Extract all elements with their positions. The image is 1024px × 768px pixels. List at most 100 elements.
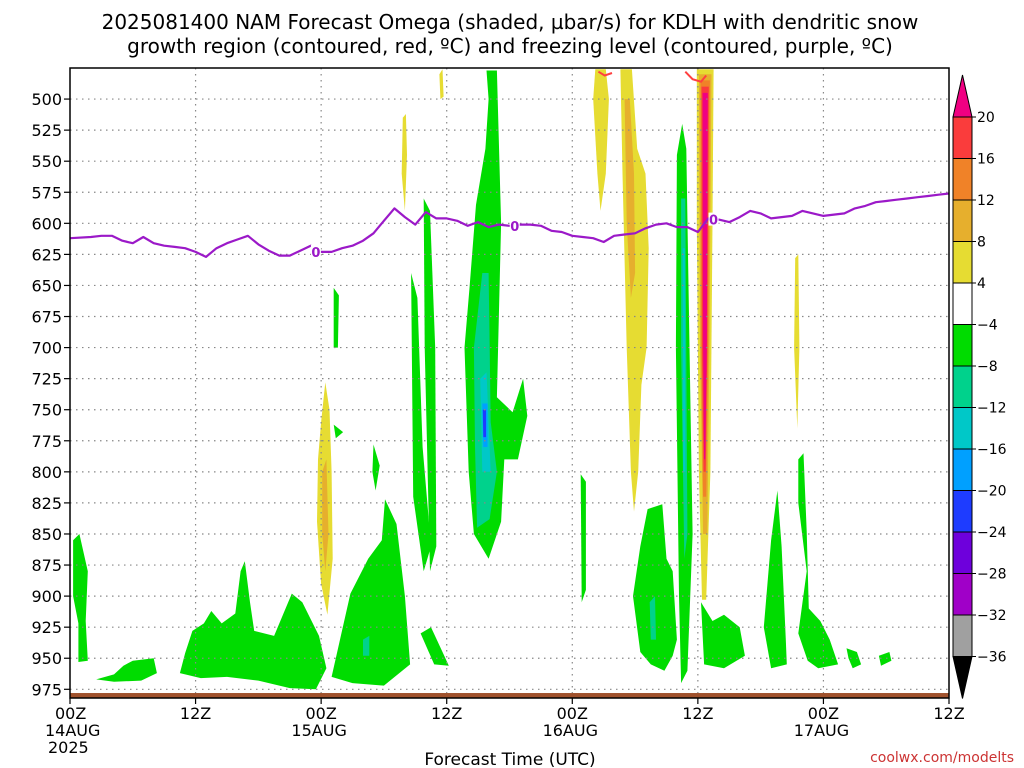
colorbar-box-6 — [952, 365, 973, 408]
credit-text: coolwx.com/modelts — [870, 750, 1014, 766]
x-tick-label-1: 12Z — [180, 704, 211, 723]
omega-region-5 — [333, 287, 339, 348]
y-axis: 500 525 550 575 600 625 650 675 700 725 750 775 800 8… — [31, 90, 70, 699]
colorbar-box-1 — [952, 158, 973, 201]
omega-region-15 — [423, 198, 437, 572]
omega-region-7 — [372, 444, 380, 491]
freezing-label-bg-2 — [708, 212, 719, 226]
y-tick-label-575: 575 — [31, 183, 62, 202]
omega-region-4 — [363, 635, 370, 656]
colorbar-label-7: −12 — [977, 401, 1007, 417]
colorbar-label-11: −28 — [977, 567, 1007, 583]
x-tick-label-2: 00Z — [305, 704, 336, 723]
omega-region-30 — [322, 459, 329, 572]
omega-region-33 — [624, 99, 636, 298]
omega-region-18 — [649, 596, 656, 640]
ground-band — [70, 693, 949, 698]
colorbar-box-5 — [952, 324, 973, 367]
omega-region-10 — [464, 70, 528, 559]
title-line-1: 2025081400 NAM Forecast Omega (shaded, µ… — [102, 10, 919, 34]
y-tick-label-950: 950 — [31, 649, 62, 668]
omega-region-21 — [682, 248, 686, 472]
y-tick-label-675: 675 — [31, 308, 62, 327]
freezing-level-label-2: 0 — [709, 214, 718, 229]
title-line-2: growth region (contoured, red, ºC) and f… — [127, 34, 893, 58]
x-tick-label-0: 00Z — [55, 704, 86, 723]
y-tick-label-800: 800 — [31, 463, 62, 482]
colorbar-box-9 — [952, 490, 973, 533]
y-tick-label-700: 700 — [31, 339, 62, 358]
x-tick-label-3: 12Z — [431, 704, 462, 723]
omega-region-23 — [763, 490, 787, 669]
freezing-label-bg-1 — [509, 218, 520, 232]
omega-region-25 — [846, 648, 862, 669]
colorbar-label-13: −36 — [977, 650, 1007, 666]
dendritic-contour-0 — [597, 70, 613, 77]
omega-region-16 — [580, 474, 586, 603]
ground-surface — [70, 693, 949, 698]
y-tick-label-875: 875 — [31, 556, 62, 575]
x-tick-date-2: 15AUG — [291, 721, 346, 740]
y-tick-label-750: 750 — [31, 401, 62, 420]
y-tick-label-775: 775 — [31, 432, 62, 451]
colorbar-box-10 — [952, 531, 973, 574]
omega-region-0 — [73, 534, 88, 662]
grid-lines — [70, 68, 949, 698]
dendritic-contour-1 — [684, 71, 707, 83]
x-tick-date-6: 17AUG — [794, 721, 849, 740]
colorbar-top-triangle — [952, 74, 973, 118]
x-tick-year-0: 2025 — [48, 738, 89, 757]
omega-region-9 — [420, 627, 449, 666]
omega-region-22 — [701, 602, 745, 669]
y-tick-label-625: 625 — [31, 245, 62, 264]
x-axis-label: Forecast Time (UTC) — [424, 750, 595, 768]
omega-region-2 — [179, 561, 327, 690]
colorbar-box-0 — [952, 116, 973, 159]
colorbar-box-3 — [952, 241, 973, 284]
colorbar-label-0: 20 — [977, 110, 995, 126]
omega-region-31 — [593, 69, 609, 211]
omega-region-14 — [482, 409, 486, 438]
y-tick-label-850: 850 — [31, 525, 62, 544]
y-tick-label-525: 525 — [31, 121, 62, 140]
x-tick-date-4: 16AUG — [543, 721, 598, 740]
omega-region-34 — [794, 254, 800, 429]
omega-region-26 — [878, 652, 892, 666]
colorbar-bottom-triangle — [952, 656, 973, 699]
x-tick-label-7: 12Z — [933, 704, 964, 723]
omega-region-27 — [439, 69, 444, 100]
x-tick-date-0: 14AUG — [45, 721, 100, 740]
colorbar-label-9: −20 — [977, 484, 1007, 500]
x-tick-label-4: 00Z — [557, 704, 588, 723]
omega-region-39 — [702, 92, 708, 460]
y-tick-label-550: 550 — [31, 152, 62, 171]
y-tick-label-600: 600 — [31, 214, 62, 233]
omega-region-8 — [411, 273, 431, 572]
omega-region-17 — [633, 504, 677, 671]
freezing-label-bg-0 — [310, 244, 321, 258]
colorbar-label-10: −24 — [977, 525, 1007, 541]
colorbar-box-2 — [952, 199, 973, 242]
y-tick-label-925: 925 — [31, 618, 62, 637]
colorbar-label-2: 12 — [977, 193, 995, 209]
omega-region-3 — [331, 499, 411, 686]
y-tick-label-650: 650 — [31, 276, 62, 295]
y-tick-label-725: 725 — [31, 370, 62, 389]
omega-region-24 — [798, 453, 839, 669]
omega-region-1 — [96, 658, 157, 682]
omega-region-6 — [333, 424, 344, 439]
colorbar-box-7 — [952, 407, 973, 450]
freezing-level-label-0: 0 — [311, 246, 320, 261]
omega-region-28 — [401, 114, 407, 211]
colorbar-label-12: −32 — [977, 608, 1007, 624]
colorbar-box-11 — [952, 573, 973, 616]
colorbar-box-4 — [952, 282, 973, 325]
x-tick-label-5: 12Z — [682, 704, 713, 723]
y-tick-label-825: 825 — [31, 494, 62, 513]
colorbar-label-3: 8 — [977, 235, 986, 251]
colorbar: 20 16 12 8 4 −4 −8 −12 −16 −20 −24 −28 −32 −36 — [952, 74, 1007, 699]
x-tick-label-6: 00Z — [808, 704, 839, 723]
colorbar-box-12 — [952, 614, 973, 657]
